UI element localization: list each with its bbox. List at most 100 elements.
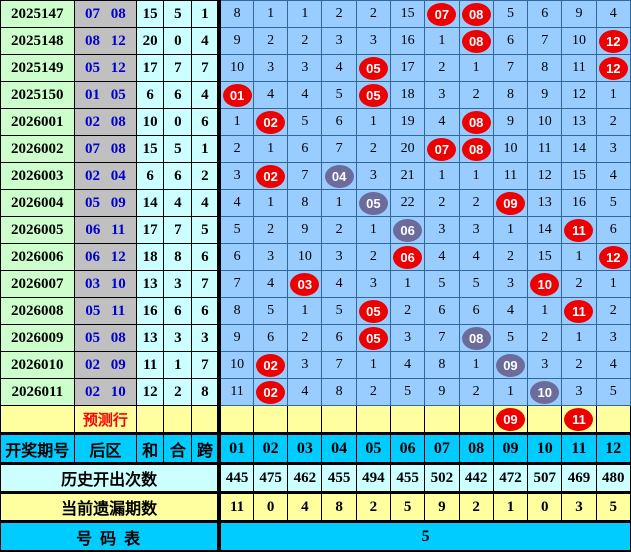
cell-2026003-04: 04 — [321, 162, 357, 190]
cell-2026001-01: 1 — [217, 108, 254, 136]
cell-2025149-08: 1 — [458, 54, 494, 82]
combo-cell: 6 — [163, 162, 193, 190]
missing-value-06: 5 — [390, 492, 426, 523]
cell-2025149-02: 3 — [252, 54, 289, 82]
cell-2025150-09: 8 — [492, 81, 529, 109]
cell-2026002-06: 20 — [390, 135, 426, 163]
cell-2026007-05: 3 — [355, 270, 392, 298]
cell-2026002-09: 10 — [492, 135, 529, 163]
cell-predict-06 — [390, 405, 426, 434]
zone-numbers-cell: 02 10 — [73, 378, 138, 406]
period-cell: 2026009 — [0, 324, 75, 352]
cell-2026007-09: 3 — [492, 270, 529, 298]
red-ball-05: 05 — [358, 83, 388, 107]
cell-2026006-08: 4 — [458, 243, 494, 271]
cell-2026009-03: 2 — [287, 324, 323, 352]
cell-2026004-05: 05 — [355, 189, 392, 217]
cell-2025147-07: 07 — [424, 0, 460, 28]
header-combo: 合 — [163, 432, 193, 465]
cell-2025147-02: 1 — [252, 0, 289, 28]
cell-predict-09: 09 — [492, 405, 529, 434]
data-row-2026005: 2026005 06 11 17 7 5 5 2 9 2 1 06 3 3 1 14 11 6 — [0, 216, 631, 244]
cell-2026001-10: 10 — [527, 108, 563, 136]
cell-2026005-06: 06 — [390, 216, 426, 244]
cell-2026010-09: 09 — [492, 351, 529, 379]
cell-2026011-11: 3 — [561, 378, 597, 406]
missing-value-05: 2 — [355, 492, 392, 523]
zone-numbers-cell: 06 11 — [73, 216, 138, 244]
cell-2026011-07: 9 — [424, 378, 460, 406]
missing-value-12: 5 — [595, 492, 631, 523]
cell-2026009-11: 1 — [561, 324, 597, 352]
header-num-07: 07 — [424, 432, 460, 465]
period-cell: 2026008 — [0, 297, 75, 325]
period-cell: 2026003 — [0, 162, 75, 190]
sum-cell: 13 — [136, 270, 165, 298]
cell-2026001-05: 1 — [355, 108, 392, 136]
span-cell: 8 — [191, 378, 220, 406]
span-cell: 7 — [191, 270, 220, 298]
red-ball-06: 06 — [393, 245, 423, 269]
cell-2026001-12: 2 — [595, 108, 631, 136]
cell-2026006-01: 6 — [217, 243, 254, 271]
cell-2026001-08: 08 — [458, 108, 494, 136]
cell-2026001-04: 6 — [321, 108, 357, 136]
cell-2026008-05: 05 — [355, 297, 392, 325]
missing-value-10: 0 — [527, 492, 563, 523]
combo-cell: 1 — [163, 351, 193, 379]
predict-label: 预测行 — [82, 412, 128, 429]
cell-2026004-08: 2 — [458, 189, 494, 217]
combo-cell: 7 — [163, 54, 193, 82]
red-ball-08: 08 — [461, 29, 491, 53]
cell-2026010-06: 4 — [390, 351, 426, 379]
cell-2025149-05: 05 — [355, 54, 392, 82]
cell-2026009-09: 5 — [492, 324, 529, 352]
combo-cell: 7 — [163, 216, 193, 244]
header-num-03: 03 — [287, 432, 323, 465]
cell-2026008-10: 1 — [527, 297, 563, 325]
cell-2026005-09: 1 — [492, 216, 529, 244]
cell-2025148-11: 10 — [561, 27, 597, 55]
cell-2026007-10: 10 — [527, 270, 563, 298]
cell-2026011-04: 8 — [321, 378, 357, 406]
cell-2026008-04: 5 — [321, 297, 357, 325]
red-ball-11: 11 — [564, 407, 594, 431]
number-table-label: 号 码 表 — [0, 521, 220, 551]
combo-cell: 5 — [163, 0, 193, 28]
combo-cell: 4 — [163, 189, 193, 217]
cell-2026009-08: 08 — [458, 324, 494, 352]
history-value-04: 455 — [321, 463, 357, 494]
history-value-01: 445 — [217, 463, 254, 494]
data-row-2025149: 2025149 05 12 17 7 7 10 3 3 4 05 17 2 1 7 8 11 12 — [0, 54, 631, 82]
combo-cell: 0 — [163, 108, 193, 136]
sum-cell: 15 — [136, 135, 165, 163]
combo-cell: 8 — [163, 243, 193, 271]
missing-label: 当前遗漏期数 — [0, 492, 220, 523]
cell-2025148-12: 12 — [595, 27, 631, 55]
cell-2026008-11: 11 — [561, 297, 597, 325]
cell-2026006-07: 4 — [424, 243, 460, 271]
header-num-11: 11 — [561, 432, 597, 465]
predict-sum-cell — [136, 405, 165, 434]
red-ball-05: 05 — [358, 326, 388, 350]
cell-2026002-03: 6 — [287, 135, 323, 163]
cell-2026010-03: 3 — [287, 351, 323, 379]
cell-2026006-06: 06 — [390, 243, 426, 271]
sum-cell: 11 — [136, 351, 165, 379]
cell-2025147-06: 15 — [390, 0, 426, 28]
history-value-12: 480 — [595, 463, 631, 494]
sum-cell: 17 — [136, 54, 165, 82]
cell-2025149-04: 4 — [321, 54, 357, 82]
cell-2025150-12: 1 — [595, 81, 631, 109]
cell-predict-02 — [252, 405, 289, 434]
cell-predict-05 — [355, 405, 392, 434]
cell-2025147-03: 1 — [287, 0, 323, 28]
span-cell: 1 — [191, 135, 220, 163]
cell-2026002-08: 08 — [458, 135, 494, 163]
cell-2026010-08: 1 — [458, 351, 494, 379]
cell-2026009-01: 9 — [217, 324, 254, 352]
cell-2026002-07: 07 — [424, 135, 460, 163]
red-ball-02: 02 — [256, 353, 286, 377]
period-cell: 2025147 — [0, 0, 75, 28]
